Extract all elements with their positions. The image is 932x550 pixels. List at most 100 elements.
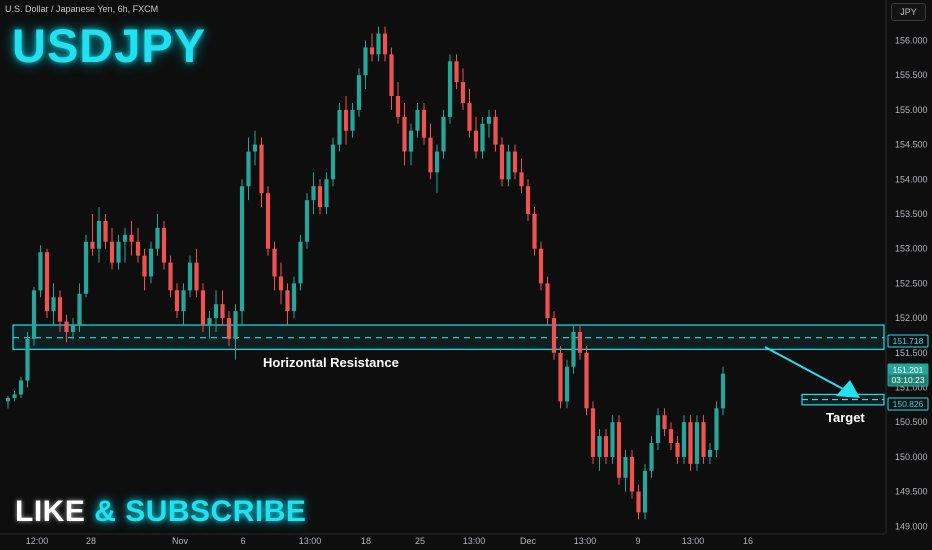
candle xyxy=(369,33,375,62)
candle-body xyxy=(77,293,82,326)
candle-body xyxy=(90,241,95,249)
candle-body xyxy=(538,248,544,284)
candle-body xyxy=(480,123,485,152)
candle-body xyxy=(376,33,381,55)
candle-body xyxy=(57,297,63,322)
time-axis[interactable]: 12:00 28 Nov 6 13:00 18 25 13:00 Dec 13:00 9 13:00 1… xyxy=(0,533,886,546)
candle xyxy=(278,262,284,305)
time-tick-label: Dec xyxy=(520,536,537,546)
candle-body xyxy=(389,54,394,97)
time-tick-label: 16 xyxy=(743,536,753,546)
price-tick-label: 153.500 xyxy=(895,209,928,219)
candle xyxy=(642,463,648,520)
candle xyxy=(129,220,134,256)
candle-body xyxy=(597,436,602,457)
candle-body xyxy=(649,443,654,471)
candle-body xyxy=(337,109,342,145)
candle xyxy=(603,429,609,464)
candle-body xyxy=(103,220,108,242)
candle xyxy=(434,144,440,194)
time-tick-label: 13:00 xyxy=(682,536,705,546)
price-axis[interactable]: 156.000 155.500 155.000 154.500 154.000 153.5… xyxy=(885,0,929,534)
candle-body xyxy=(369,47,375,55)
candle xyxy=(499,137,505,187)
arrow-head xyxy=(836,380,860,398)
price-tick-label: 149.000 xyxy=(895,521,928,531)
price-tick-label: 149.500 xyxy=(895,487,928,497)
candle xyxy=(584,345,589,416)
time-tick-label: 13:00 xyxy=(574,536,597,546)
candle xyxy=(304,193,310,249)
candle xyxy=(70,318,76,339)
candle-body xyxy=(220,304,225,319)
candle-body xyxy=(51,297,56,312)
price-tick-label: 154.500 xyxy=(895,140,928,150)
candle xyxy=(122,227,128,263)
candle-body xyxy=(720,373,726,409)
candle xyxy=(246,137,251,201)
candle-body xyxy=(577,331,583,353)
candle xyxy=(480,116,485,159)
candle xyxy=(168,255,173,298)
candle xyxy=(454,54,459,90)
candle xyxy=(187,255,193,298)
like-text: LIKE xyxy=(15,495,86,528)
candle-body xyxy=(636,491,641,513)
candle xyxy=(551,311,557,360)
candle-body xyxy=(207,318,212,326)
candle-body xyxy=(675,443,680,457)
candle xyxy=(298,234,303,291)
candle-body xyxy=(681,422,687,457)
candle xyxy=(447,54,453,124)
candle xyxy=(142,248,147,291)
candle xyxy=(285,283,290,326)
candle-body xyxy=(714,408,719,450)
price-level-tag: 03:10:23 xyxy=(887,373,929,387)
candle-body xyxy=(239,186,245,312)
candle xyxy=(623,449,628,492)
candle xyxy=(259,137,264,208)
time-tick-label: 13:00 xyxy=(299,536,322,546)
candle-body xyxy=(688,422,693,464)
candle xyxy=(356,68,362,117)
candle xyxy=(363,40,368,90)
price-tick-label: 150.000 xyxy=(895,452,928,462)
candle xyxy=(681,415,687,464)
candle xyxy=(597,429,602,471)
candle xyxy=(525,179,531,221)
candle-body xyxy=(298,241,303,284)
price-tick-label: 153.000 xyxy=(895,244,928,254)
candles-layer xyxy=(5,26,726,520)
candle-body xyxy=(285,290,290,312)
candle xyxy=(148,241,154,284)
candle-body xyxy=(233,311,238,339)
symbol-description: U.S. Dollar / Japanese Yen, 6h, FXCM xyxy=(5,4,159,14)
candle-body xyxy=(343,109,349,131)
candle-body xyxy=(246,151,251,187)
candle xyxy=(109,227,115,270)
price-level-tag-text: 03:10:23 xyxy=(891,375,924,385)
candle-body xyxy=(558,352,563,402)
price-tick-label: 151.000 xyxy=(895,383,928,393)
candle xyxy=(558,345,563,409)
target-label: Target xyxy=(826,410,865,425)
candle-body xyxy=(161,227,167,263)
candle xyxy=(636,484,641,520)
candle-body xyxy=(441,116,446,152)
like-subscribe-banner: LIKE & SUBSCRIBE xyxy=(15,495,306,529)
candle-body xyxy=(70,325,76,332)
candle xyxy=(707,443,713,464)
currency-button[interactable]: JPY xyxy=(891,3,926,21)
candle xyxy=(564,359,570,409)
time-tick-label: 25 xyxy=(415,536,425,546)
candle xyxy=(291,276,297,319)
price-tick-label: 150.500 xyxy=(895,417,928,427)
candle-body xyxy=(642,470,648,513)
candle xyxy=(155,214,160,256)
candle-body xyxy=(350,109,355,131)
candle xyxy=(207,311,212,339)
candle-body xyxy=(259,144,264,194)
candle xyxy=(441,109,446,159)
candle xyxy=(421,102,427,145)
